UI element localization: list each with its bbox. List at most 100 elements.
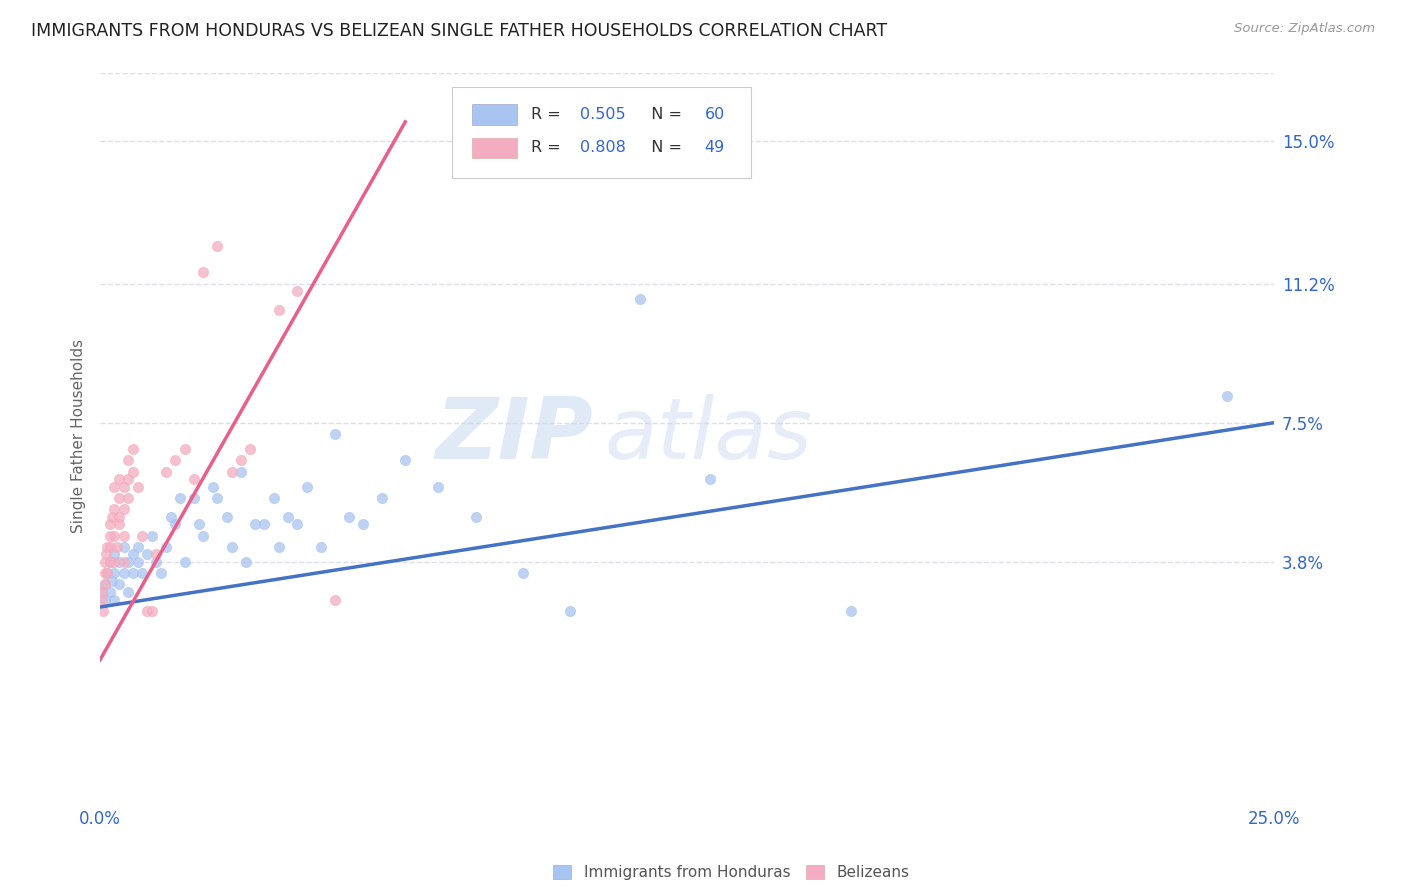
Point <box>112 540 135 554</box>
Point <box>101 574 124 588</box>
Point <box>105 540 128 554</box>
Point <box>394 453 416 467</box>
Point <box>112 480 135 494</box>
Point <box>1215 389 1237 403</box>
Text: Source: ZipAtlas.com: Source: ZipAtlas.com <box>1234 22 1375 36</box>
Point <box>91 592 114 607</box>
Point <box>136 604 159 618</box>
FancyBboxPatch shape <box>472 104 517 125</box>
Point <box>628 292 651 306</box>
Text: N =: N = <box>641 107 688 122</box>
Point <box>169 491 191 505</box>
Point <box>243 517 266 532</box>
Point <box>150 566 173 581</box>
Point <box>295 480 318 494</box>
Point <box>112 555 135 569</box>
Point <box>337 509 360 524</box>
Text: 0.505: 0.505 <box>581 107 626 122</box>
Text: atlas: atlas <box>605 394 813 477</box>
Y-axis label: Single Father Households: Single Father Households <box>72 339 86 533</box>
Point <box>117 555 139 569</box>
Point <box>94 577 117 591</box>
Point <box>131 528 153 542</box>
Point <box>103 547 125 561</box>
Point <box>558 604 581 618</box>
Text: IMMIGRANTS FROM HONDURAS VS BELIZEAN SINGLE FATHER HOUSEHOLDS CORRELATION CHART: IMMIGRANTS FROM HONDURAS VS BELIZEAN SIN… <box>31 22 887 40</box>
Point <box>96 566 118 581</box>
Point <box>103 480 125 494</box>
Point <box>112 502 135 516</box>
Point <box>91 585 114 599</box>
Point <box>136 547 159 561</box>
Point <box>371 491 394 505</box>
Point <box>267 540 290 554</box>
Point <box>155 465 177 479</box>
Point <box>108 517 131 532</box>
Point <box>94 555 117 569</box>
Point <box>145 547 167 561</box>
Point <box>90 585 112 599</box>
Point <box>285 517 308 532</box>
Point <box>165 453 187 467</box>
Point <box>103 528 125 542</box>
Point <box>145 555 167 569</box>
Point <box>253 517 276 532</box>
Point <box>193 265 215 279</box>
Point <box>94 577 117 591</box>
Point <box>94 592 117 607</box>
Text: N =: N = <box>641 140 688 155</box>
Point <box>464 509 486 524</box>
Point <box>122 547 145 561</box>
Point <box>215 509 238 524</box>
Point <box>323 592 346 607</box>
Point <box>98 540 121 554</box>
Point <box>94 566 117 581</box>
Point <box>98 517 121 532</box>
Point <box>98 555 121 569</box>
Point <box>193 528 215 542</box>
Point <box>323 427 346 442</box>
Point <box>122 442 145 456</box>
FancyBboxPatch shape <box>453 87 751 178</box>
Point <box>101 509 124 524</box>
Point <box>309 540 332 554</box>
Point <box>98 528 121 542</box>
Point <box>96 540 118 554</box>
Point <box>427 480 450 494</box>
Point <box>839 604 862 618</box>
Point <box>155 540 177 554</box>
Text: 60: 60 <box>704 107 724 122</box>
Point <box>239 442 262 456</box>
Text: R =: R = <box>531 107 565 122</box>
Point <box>277 509 299 524</box>
Point <box>267 302 290 317</box>
Text: R =: R = <box>531 140 565 155</box>
Point <box>221 465 243 479</box>
Point <box>512 566 534 581</box>
Point <box>112 528 135 542</box>
Point <box>98 585 121 599</box>
Point <box>103 566 125 581</box>
Point <box>103 502 125 516</box>
Point <box>103 555 125 569</box>
Point <box>207 239 229 253</box>
Point <box>221 540 243 554</box>
Point <box>699 472 721 486</box>
Point <box>159 509 181 524</box>
Text: 49: 49 <box>704 140 724 155</box>
Point <box>165 517 187 532</box>
Point <box>108 491 131 505</box>
Point <box>183 491 205 505</box>
Point <box>127 480 149 494</box>
Point <box>352 517 374 532</box>
Point <box>127 540 149 554</box>
FancyBboxPatch shape <box>472 137 517 158</box>
Point <box>93 604 115 618</box>
Point <box>235 555 257 569</box>
Point <box>96 547 118 561</box>
Point <box>173 442 195 456</box>
Point <box>108 555 131 569</box>
Point <box>96 566 118 581</box>
Legend: Immigrants from Honduras, Belizeans: Immigrants from Honduras, Belizeans <box>553 865 910 880</box>
Point <box>108 577 131 591</box>
